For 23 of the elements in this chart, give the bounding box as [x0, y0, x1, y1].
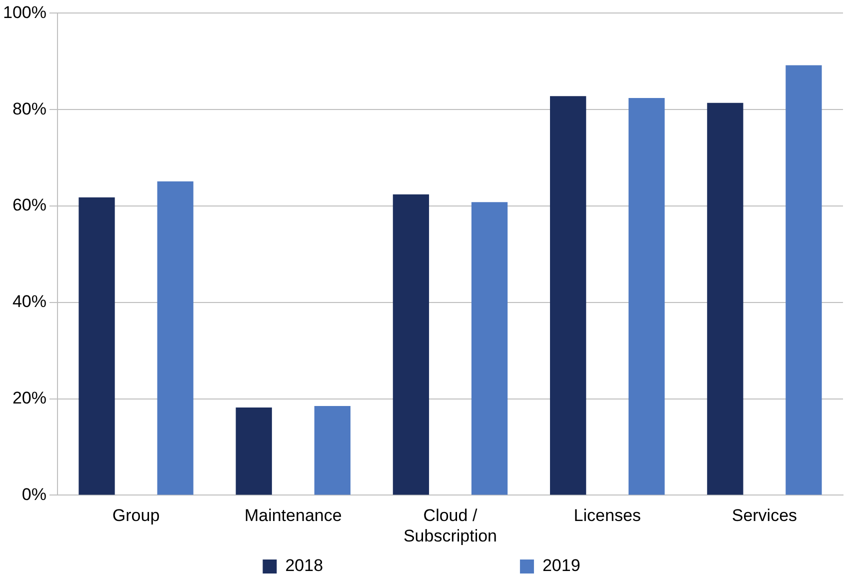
bar — [236, 407, 272, 495]
bar — [314, 406, 350, 495]
bar — [157, 181, 194, 495]
bar — [786, 65, 822, 495]
bar — [550, 96, 586, 495]
y-tick-label: 60% — [12, 196, 46, 215]
y-tick-label: 100% — [2, 2, 46, 22]
y-tick-label: 20% — [12, 388, 46, 408]
x-tick-label: Group — [112, 506, 160, 526]
x-tick-label: Maintenance — [244, 506, 342, 526]
x-tick-label: Licenses — [574, 506, 641, 526]
x-tick-label: Cloud / Subscription — [403, 506, 498, 546]
bar — [78, 197, 115, 495]
legend-label: 2018 — [285, 556, 512, 576]
y-tick-label: 0% — [22, 484, 46, 504]
x-tick-label: Services — [732, 506, 798, 526]
bar — [707, 102, 744, 495]
y-tick-label: 40% — [12, 292, 46, 312]
bar — [471, 202, 508, 495]
y-tick-label: 80% — [12, 99, 46, 118]
legend-label: 2019 — [542, 556, 580, 576]
bar — [392, 194, 430, 495]
bar — [628, 98, 665, 495]
